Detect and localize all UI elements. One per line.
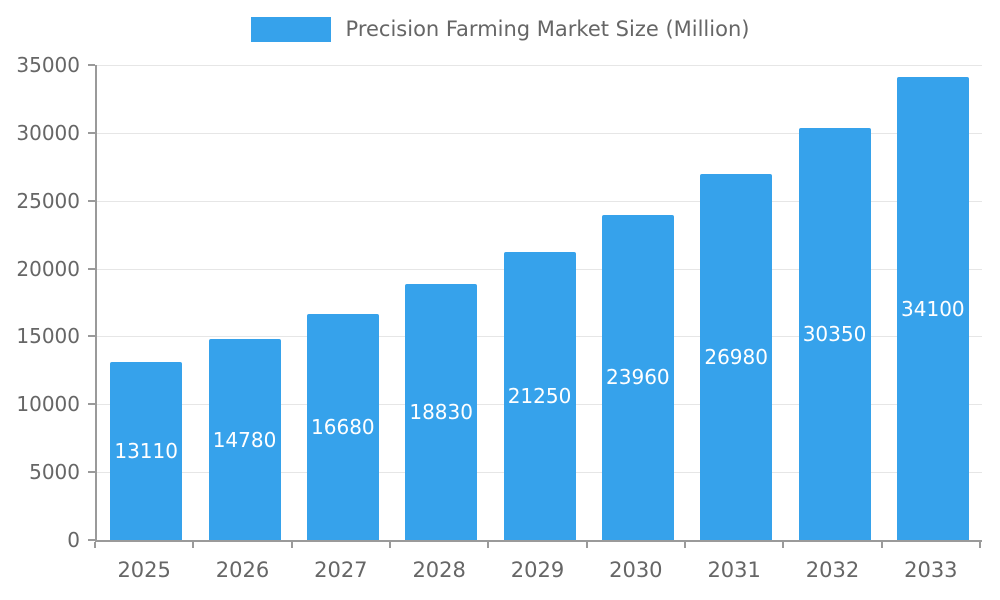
bar[interactable]: 13110 <box>110 362 183 540</box>
gridline <box>97 200 982 202</box>
gridline <box>97 65 982 66</box>
x-tick-mark <box>487 542 490 548</box>
x-tick-mark <box>290 542 293 548</box>
x-tick-mark <box>684 542 686 548</box>
x-tick-mark <box>880 542 883 548</box>
x-tick-label: 2029 <box>510 558 565 582</box>
bar-value-label: 21250 <box>507 383 572 408</box>
y-tick-label: 25000 <box>16 188 80 213</box>
bar[interactable]: 34100 <box>896 77 969 540</box>
x-tick-label: 2032 <box>805 558 860 582</box>
x-tick-mark <box>585 542 588 548</box>
x-tick-mark <box>192 542 195 548</box>
y-tick-label: 20000 <box>16 256 80 281</box>
x-tick-label: 2033 <box>904 558 958 582</box>
x-tick-label: 2028 <box>412 558 466 582</box>
y-tick-mark <box>88 267 95 270</box>
y-tick-mark <box>88 64 95 66</box>
bar[interactable]: 18830 <box>405 284 478 540</box>
bar-value-label: 23960 <box>606 365 670 390</box>
y-tick-mark <box>88 403 95 406</box>
x-tick-label: 2027 <box>314 558 368 582</box>
y-tick-mark <box>88 199 95 202</box>
y-tick-mark <box>88 471 95 474</box>
bar-value-label: 16680 <box>311 414 375 439</box>
x-tick-mark <box>389 542 391 548</box>
bar-value-label: 26980 <box>704 344 768 369</box>
bar[interactable]: 21250 <box>503 251 576 540</box>
x-tick-mark <box>782 542 785 548</box>
bar-value-label: 18830 <box>409 400 473 425</box>
y-tick-mark <box>88 335 95 338</box>
legend[interactable]: Precision Farming Market Size (Million) <box>0 17 1000 42</box>
bar[interactable]: 16680 <box>306 313 379 540</box>
y-tick-label: 30000 <box>16 120 80 145</box>
bar-value-label: 30350 <box>802 322 867 347</box>
y-tick-label: 35000 <box>16 53 80 77</box>
bar[interactable]: 26980 <box>700 173 773 540</box>
x-tick-label: 2026 <box>215 558 270 582</box>
y-tick-label: 10000 <box>16 392 80 417</box>
plot-area: 13110 14780 16680 18830 21250 23960 26980 30350… <box>95 65 982 542</box>
bar[interactable]: 23960 <box>601 214 674 540</box>
y-tick-mark <box>88 539 95 541</box>
bar-value-label: 13110 <box>114 439 178 464</box>
gridline <box>97 132 982 134</box>
legend-label: Precision Farming Market Size (Million) <box>345 17 750 41</box>
y-tick-label: 5000 <box>29 460 80 485</box>
y-tick-mark <box>88 131 95 134</box>
legend-swatch-icon <box>250 17 331 42</box>
bar[interactable]: 14780 <box>208 339 281 540</box>
x-tick-label: 2030 <box>609 558 663 582</box>
bar-value-label: 34100 <box>901 296 965 321</box>
y-tick-label: 15000 <box>16 324 80 349</box>
x-tick-label: 2031 <box>707 558 761 582</box>
x-tick-mark <box>979 542 981 548</box>
bar-value-label: 14780 <box>212 427 277 452</box>
y-tick-label: 0 <box>67 528 80 552</box>
x-tick-label: 2025 <box>117 558 171 582</box>
bar[interactable]: 30350 <box>798 128 871 540</box>
x-tick-mark <box>94 542 96 548</box>
